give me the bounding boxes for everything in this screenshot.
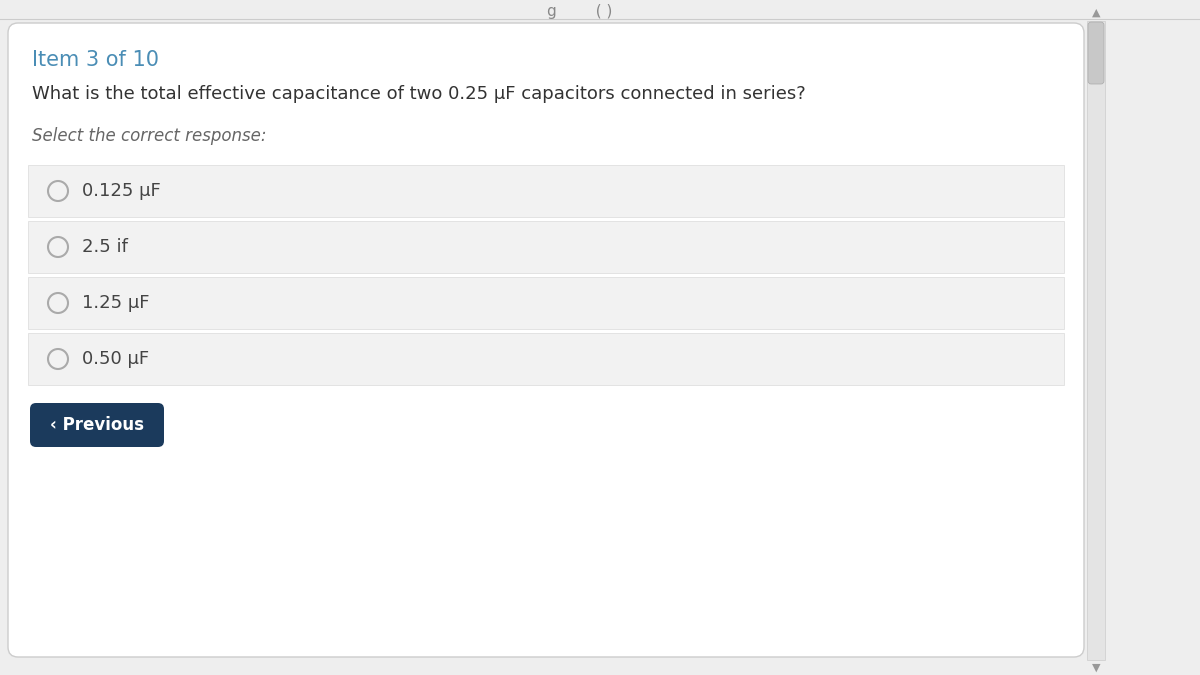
Text: 2.5 if: 2.5 if [82, 238, 128, 256]
FancyBboxPatch shape [28, 165, 1064, 217]
Text: 1.25 μF: 1.25 μF [82, 294, 150, 312]
Text: ‹ Previous: ‹ Previous [50, 416, 144, 434]
Circle shape [48, 237, 68, 257]
FancyBboxPatch shape [8, 23, 1084, 657]
FancyBboxPatch shape [28, 221, 1064, 273]
Text: ▼: ▼ [1092, 663, 1100, 673]
FancyBboxPatch shape [28, 277, 1064, 329]
FancyBboxPatch shape [28, 333, 1064, 385]
Text: ▲: ▲ [1092, 8, 1100, 18]
Text: What is the total effective capacitance of two 0.25 μF capacitors connected in s: What is the total effective capacitance … [32, 85, 805, 103]
Text: Item 3 of 10: Item 3 of 10 [32, 50, 158, 70]
FancyBboxPatch shape [1087, 21, 1105, 660]
Text: g        ( ): g ( ) [547, 4, 613, 19]
Circle shape [48, 181, 68, 201]
Text: 0.125 μF: 0.125 μF [82, 182, 161, 200]
Text: Select the correct response:: Select the correct response: [32, 127, 266, 145]
FancyBboxPatch shape [1088, 22, 1104, 84]
Text: 0.50 μF: 0.50 μF [82, 350, 149, 368]
FancyBboxPatch shape [30, 403, 164, 447]
Circle shape [48, 349, 68, 369]
Circle shape [48, 293, 68, 313]
